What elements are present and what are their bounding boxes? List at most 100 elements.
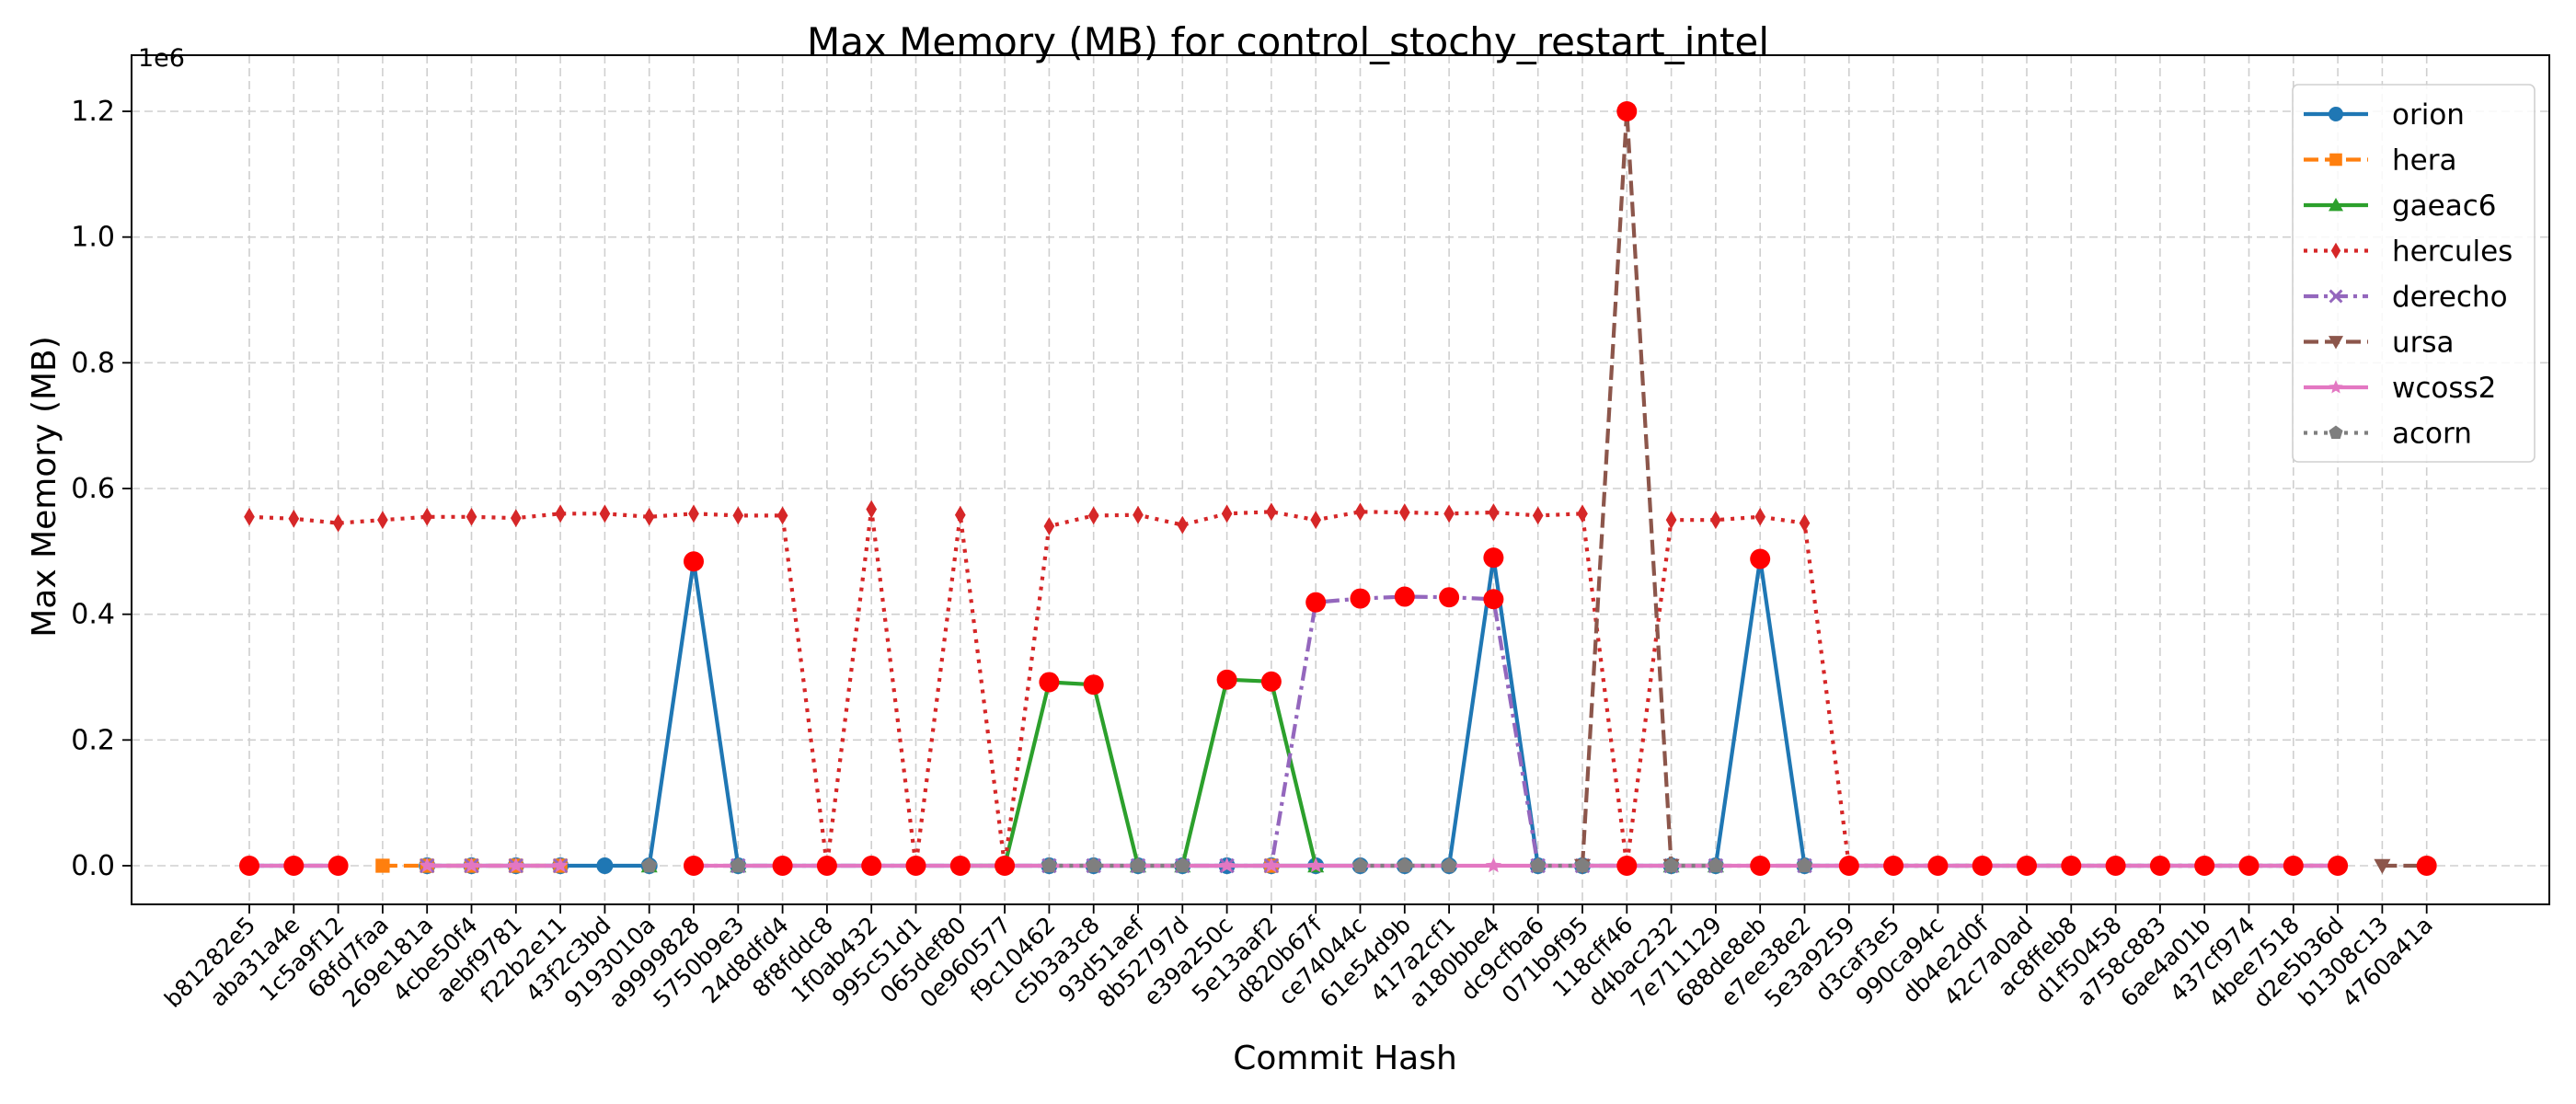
data-point-orion [596, 857, 614, 874]
legend-label: derecho [2392, 281, 2508, 314]
data-point-hercules [555, 504, 566, 523]
highlight-point [2416, 856, 2437, 876]
chart-title: Max Memory (MB) for control_stochy_resta… [807, 19, 1769, 64]
legend-item-wcoss2: wcoss2 [2304, 372, 2496, 405]
data-point-acorn [1130, 857, 1146, 873]
data-point-hercules [776, 506, 788, 525]
data-point-hercules [1310, 511, 1322, 530]
highlight-point [1439, 587, 1460, 608]
data-point-hercules [1087, 506, 1099, 525]
data-point-wcoss2 [1307, 857, 1324, 873]
data-point-acorn [1397, 857, 1413, 873]
legend-marker [2329, 153, 2342, 167]
legend-label: orion [2392, 98, 2465, 132]
data-point-wcoss2 [463, 857, 480, 873]
data-point-hercules [288, 509, 300, 528]
legend: orion hera gaeac6 hercules derecho ursa wcoss2… [2292, 84, 2536, 463]
data-point-acorn [1351, 857, 1369, 873]
highlight-point [1260, 671, 1282, 692]
highlight-point [2283, 856, 2304, 876]
highlight-point [1083, 674, 1104, 696]
legend-label: wcoss2 [2392, 372, 2496, 405]
data-point-hercules [1799, 513, 1811, 533]
grid [132, 55, 2549, 904]
data-point-hercules [1488, 503, 1500, 522]
series-line-ursa [1580, 109, 2427, 868]
y-axis-ticks: 0.0 0.2 0.4 0.6 0.8 1.0 1.2 [71, 96, 132, 882]
legend-label: hercules [2392, 236, 2513, 269]
legend-item-ursa: ursa [2304, 327, 2455, 360]
highlight-point [1883, 856, 1904, 876]
legend-marker [2329, 107, 2343, 121]
highlight-point [949, 856, 971, 876]
highlight-point [772, 856, 793, 876]
y-axis-scale-label: 1e6 [138, 44, 185, 73]
highlight-points [239, 101, 2437, 876]
data-point-wcoss2 [1485, 857, 1501, 873]
data-point-hercules [1398, 503, 1410, 522]
highlight-point [2017, 856, 2037, 876]
y-tick-label: 0.4 [71, 599, 115, 631]
highlight-point [2149, 856, 2170, 876]
highlight-point [1750, 856, 1771, 876]
highlight-point [2238, 856, 2260, 876]
data-point-acorn [1530, 857, 1547, 873]
data-point-acorn [1796, 857, 1813, 873]
legend-item-gaeac6: gaeac6 [2304, 190, 2497, 223]
data-point-wcoss2 [552, 857, 569, 873]
data-point-hercules [1665, 511, 1677, 530]
data-point-hercules [732, 506, 744, 525]
data-point-hercules [599, 504, 611, 523]
data-point-hercules [1443, 504, 1455, 523]
series-acorn [641, 857, 1813, 873]
highlight-point [1483, 589, 1504, 610]
data-point-hercules [1577, 504, 1588, 523]
highlight-point [1216, 669, 1237, 690]
data-point-hercules [954, 505, 966, 524]
data-point-hercules [1710, 511, 1721, 530]
data-point-acorn [1441, 857, 1457, 873]
highlight-point [239, 856, 259, 876]
legend-marker [2329, 425, 2343, 439]
highlight-point [2105, 856, 2126, 876]
data-point-hercules [1532, 506, 1544, 525]
y-tick-label: 0.0 [71, 850, 115, 882]
legend-label: acorn [2392, 418, 2472, 451]
data-point-hercules [421, 507, 433, 526]
highlight-point [2061, 856, 2082, 876]
legend-item-orion: orion [2304, 98, 2465, 132]
data-point-ursa [2374, 858, 2391, 874]
legend-marker [2329, 336, 2343, 350]
data-point-acorn [1041, 857, 1057, 873]
legend-label: hera [2392, 144, 2456, 178]
highlight-point [1305, 592, 1327, 613]
data-point-hercules [377, 511, 388, 530]
data-point-acorn [641, 857, 658, 873]
data-point-acorn [1708, 857, 1724, 873]
legend-marker [2330, 242, 2341, 259]
legend-item-hercules: hercules [2304, 236, 2513, 269]
legend-label: ursa [2392, 327, 2455, 360]
highlight-point [328, 856, 349, 876]
highlight-point [1039, 672, 1060, 693]
x-axis-label: Commit Hash [1233, 1040, 1457, 1077]
highlight-point [861, 856, 882, 876]
data-point-hercules [1266, 502, 1277, 522]
data-point-hercules [466, 507, 477, 526]
highlight-point [1483, 547, 1504, 569]
highlight-point [283, 856, 305, 876]
plot-frame [131, 54, 2550, 905]
data-point-wcoss2 [419, 857, 435, 873]
legend-item-acorn: acorn [2304, 418, 2472, 451]
highlight-point [905, 856, 926, 876]
legend-marker [2329, 380, 2343, 394]
highlight-point [2194, 856, 2215, 876]
data-point-hercules [866, 500, 878, 519]
data-point-acorn [1574, 857, 1591, 873]
highlight-point [1394, 586, 1415, 607]
data-point-wcoss2 [1219, 857, 1236, 873]
data-point-hercules [510, 509, 522, 528]
highlight-point [2328, 856, 2349, 876]
